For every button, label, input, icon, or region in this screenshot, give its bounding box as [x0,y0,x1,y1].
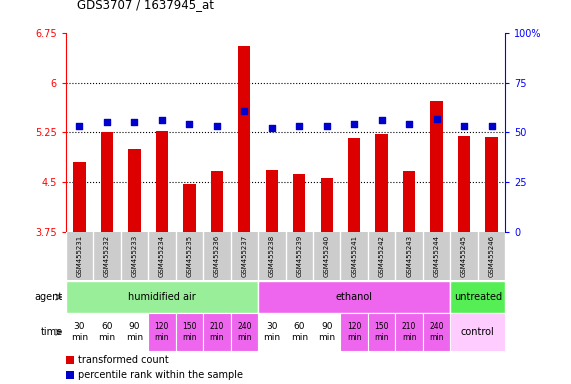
Text: GSM455235: GSM455235 [186,235,192,277]
Text: GSM455238: GSM455238 [269,235,275,277]
Point [432,116,441,122]
Bar [403,171,415,232]
Bar [423,313,451,351]
Point [240,108,249,114]
Bar [120,313,148,351]
Text: time: time [41,327,63,337]
Bar [66,281,258,313]
Bar [238,46,251,232]
Text: GSM455246: GSM455246 [489,235,494,277]
Text: transformed count: transformed count [78,355,168,365]
Text: GSM455237: GSM455237 [242,235,247,277]
Text: 240
min: 240 min [237,323,252,342]
Text: GSM455241: GSM455241 [351,235,357,277]
Bar [313,313,340,351]
Bar [66,313,93,351]
Text: GSM455244: GSM455244 [433,235,440,277]
Point [130,119,139,126]
Bar [458,136,471,232]
Text: 60
min: 60 min [291,323,308,342]
Bar [93,313,120,351]
Bar [156,131,168,232]
Point [212,123,222,129]
Point [377,118,386,124]
Text: GDS3707 / 1637945_at: GDS3707 / 1637945_at [77,0,214,12]
Text: GSM455243: GSM455243 [406,235,412,277]
Bar [66,356,74,364]
Text: 60
min: 60 min [98,323,115,342]
Bar [128,149,140,232]
Point [460,123,469,129]
Bar [395,313,423,351]
Bar [485,137,498,232]
Point [349,121,359,127]
Text: agent: agent [35,292,63,302]
Bar [231,313,258,351]
Text: GSM455231: GSM455231 [77,235,82,277]
Text: GSM455232: GSM455232 [104,235,110,277]
Bar [286,313,313,351]
Bar [266,170,278,232]
Bar [73,162,86,232]
Text: 90
min: 90 min [126,323,143,342]
Bar [258,313,286,351]
Point [487,123,496,129]
Text: humidified air: humidified air [128,292,196,302]
Bar [451,313,505,351]
Text: 210
min: 210 min [402,323,416,342]
Bar [320,178,333,232]
Bar [368,313,395,351]
Text: ethanol: ethanol [336,292,373,302]
Bar [348,138,360,232]
Point [185,121,194,127]
Text: percentile rank within the sample: percentile rank within the sample [78,370,243,380]
Text: GSM455242: GSM455242 [379,235,385,277]
Text: GSM455234: GSM455234 [159,235,165,277]
Text: 150
min: 150 min [375,323,389,342]
Bar [148,313,176,351]
Bar [431,101,443,232]
Point [405,121,414,127]
Bar [203,313,231,351]
Bar [376,134,388,232]
Text: untreated: untreated [454,292,502,302]
Bar [293,174,305,232]
Text: GSM455240: GSM455240 [324,235,329,277]
Bar [211,171,223,232]
Text: GSM455245: GSM455245 [461,235,467,277]
Point [295,123,304,129]
Bar [183,184,195,232]
Text: 240
min: 240 min [429,323,444,342]
Bar [66,371,74,379]
Point [157,118,166,124]
Text: 150
min: 150 min [182,323,196,342]
Text: control: control [461,327,494,337]
Text: 30
min: 30 min [71,323,88,342]
Point [102,119,111,126]
Point [267,126,276,132]
Bar [451,281,505,313]
Text: 210
min: 210 min [210,323,224,342]
Bar [340,313,368,351]
Text: 90
min: 90 min [318,323,335,342]
Text: 120
min: 120 min [155,323,169,342]
Bar [258,281,451,313]
Bar [176,313,203,351]
Point [322,123,331,129]
Point [75,123,84,129]
Text: GSM455236: GSM455236 [214,235,220,277]
Text: GSM455239: GSM455239 [296,235,302,277]
Text: 30
min: 30 min [263,323,280,342]
Text: GSM455233: GSM455233 [131,235,138,277]
Bar [100,132,113,232]
Text: 120
min: 120 min [347,323,361,342]
